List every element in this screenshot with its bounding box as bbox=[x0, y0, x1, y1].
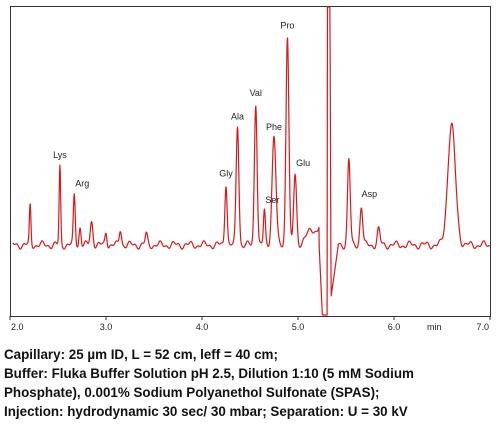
x-axis-tick-labels: 2.0 3.0 4.0 5.0 6.0 7.0 bbox=[11, 322, 489, 332]
peak-label-asp: Asp bbox=[362, 189, 378, 199]
plot-frame bbox=[10, 6, 491, 317]
x-tick-label: 3.0 bbox=[100, 322, 113, 332]
peak-label-val: Val bbox=[250, 88, 262, 98]
x-axis-unit-label: min bbox=[427, 322, 442, 332]
x-axis-ticks bbox=[9, 316, 491, 320]
electropherogram-chart: 2.0 3.0 4.0 5.0 6.0 7.0 min Lys Arg Gly Ala Val Se… bbox=[9, 6, 491, 332]
x-tick-label: 6.0 bbox=[388, 322, 401, 332]
peak-labels: Lys Arg Gly Ala Val Ser Phe Pro Glu Asp bbox=[53, 20, 377, 205]
caption-injection: Injection: hydrodynamic 30 sec/ 30 mbar;… bbox=[4, 404, 408, 419]
x-tick-label: 5.0 bbox=[292, 322, 305, 332]
peak-label-ser: Ser bbox=[265, 195, 279, 205]
signal-trace bbox=[12, 6, 491, 316]
peak-label-gly: Gly bbox=[219, 169, 233, 179]
method-caption: Capillary: 25 µm ID, L = 52 cm, leff = 4… bbox=[4, 345, 498, 421]
x-tick-label: 4.0 bbox=[196, 322, 209, 332]
caption-capillary: Capillary: 25 µm ID, L = 52 cm, leff = 4… bbox=[4, 347, 278, 362]
x-tick-label: 7.0 bbox=[476, 322, 489, 332]
peak-label-pro: Pro bbox=[280, 20, 294, 30]
peak-label-lys: Lys bbox=[53, 150, 67, 160]
peak-label-arg: Arg bbox=[75, 179, 89, 189]
x-tick-label: 2.0 bbox=[11, 322, 24, 332]
peak-label-glu: Glu bbox=[296, 158, 310, 168]
peak-label-phe: Phe bbox=[266, 122, 282, 132]
peak-label-ala: Ala bbox=[231, 111, 244, 121]
caption-buffer: Buffer: Fluka Buffer Solution pH 2.5, Di… bbox=[4, 366, 414, 381]
caption-buffer-continued: Phosphate), 0.001% Sodium Polyanethol Su… bbox=[4, 385, 380, 400]
